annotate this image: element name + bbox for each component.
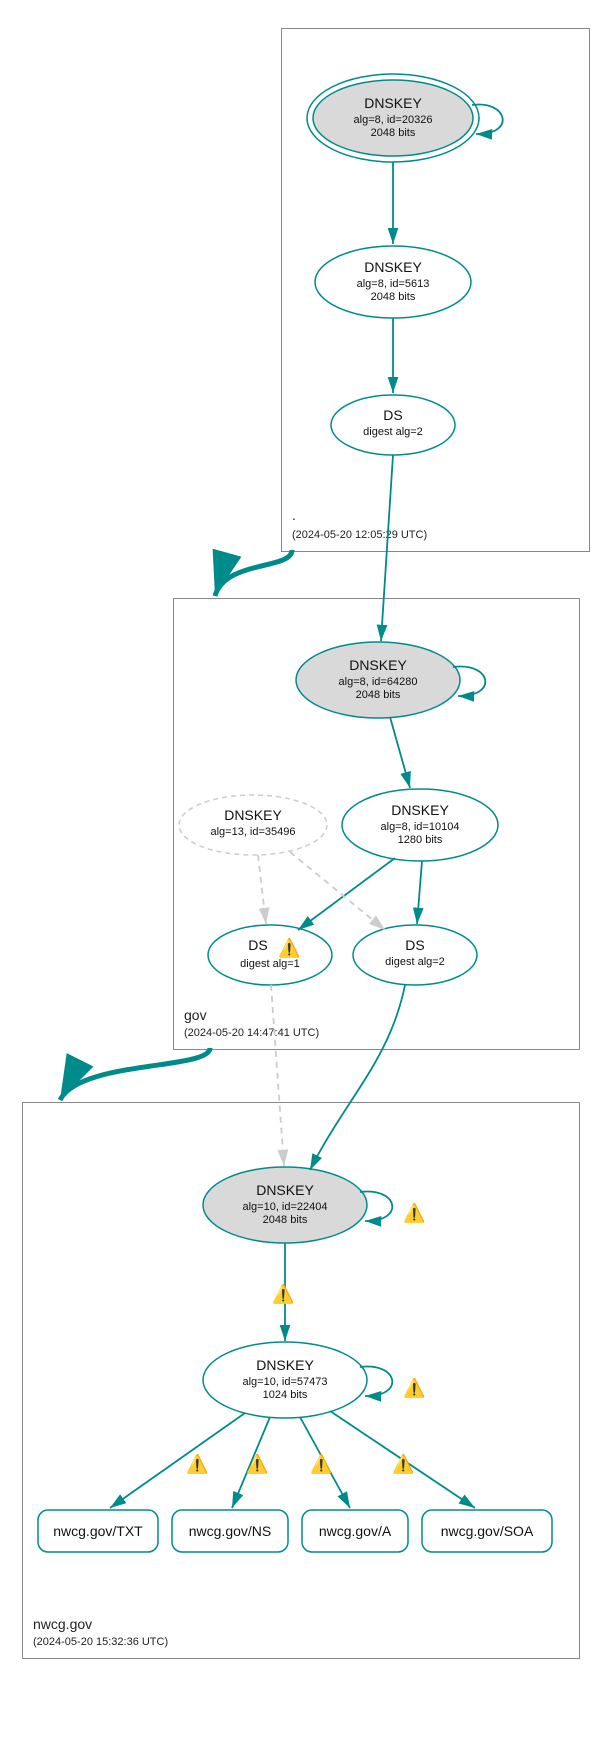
edge-root-to-gov-box [215, 550, 292, 596]
zone-nwcg: nwcg.gov (2024-05-20 15:32:36 UTC) [22, 1102, 580, 1659]
zone-gov-label: gov [184, 1007, 207, 1023]
zone-gov: gov (2024-05-20 14:47:41 UTC) [173, 598, 580, 1050]
zone-root-timestamp: (2024-05-20 12:05:29 UTC) [292, 529, 427, 541]
zone-nwcg-label: nwcg.gov [33, 1616, 92, 1632]
zone-root: . (2024-05-20 12:05:29 UTC) [281, 28, 590, 552]
zone-gov-timestamp: (2024-05-20 14:47:41 UTC) [184, 1027, 319, 1039]
zone-root-label: . [292, 507, 296, 523]
edge-gov-to-nwcg-box [60, 1048, 210, 1100]
zone-nwcg-timestamp: (2024-05-20 15:32:36 UTC) [33, 1636, 168, 1648]
